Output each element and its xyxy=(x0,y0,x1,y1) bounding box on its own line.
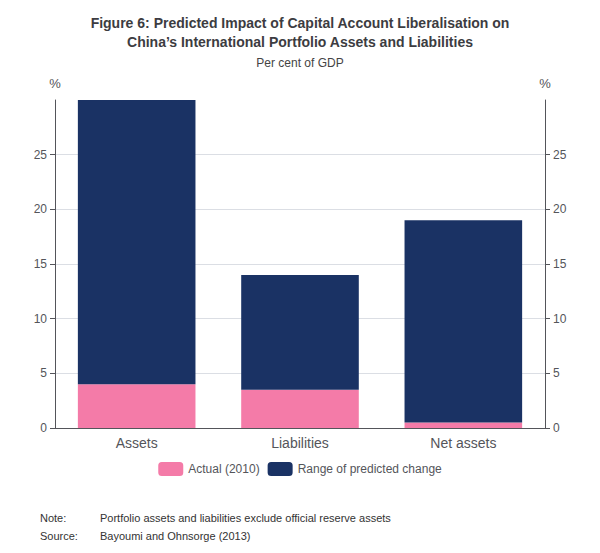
svg-text:China’s International Portfoli: China’s International Portfolio Assets a… xyxy=(127,34,473,50)
svg-text:15: 15 xyxy=(553,257,567,271)
svg-text:Actual (2010): Actual (2010) xyxy=(188,462,259,476)
svg-text:25: 25 xyxy=(553,148,567,162)
svg-text:25: 25 xyxy=(34,148,48,162)
svg-text:Net assets: Net assets xyxy=(430,435,496,451)
svg-text:10: 10 xyxy=(34,312,48,326)
svg-text:Liabilities: Liabilities xyxy=(271,435,329,451)
svg-text:Assets: Assets xyxy=(116,435,158,451)
svg-text:20: 20 xyxy=(34,202,48,216)
svg-text:Range of predicted change: Range of predicted change xyxy=(298,462,442,476)
svg-text:%: % xyxy=(539,76,551,91)
svg-text:%: % xyxy=(49,76,61,91)
svg-text:0: 0 xyxy=(40,421,47,435)
svg-text:Per cent of GDP: Per cent of GDP xyxy=(256,56,343,70)
svg-text:0: 0 xyxy=(553,421,560,435)
svg-text:Note:: Note: xyxy=(40,512,66,524)
svg-text:5: 5 xyxy=(553,366,560,380)
svg-text:Figure 6: Predicted Impact of: Figure 6: Predicted Impact of Capital Ac… xyxy=(91,15,510,31)
svg-text:15: 15 xyxy=(34,257,48,271)
svg-text:5: 5 xyxy=(40,366,47,380)
svg-text:20: 20 xyxy=(553,202,567,216)
svg-text:Source:: Source: xyxy=(40,530,78,542)
svg-text:Portfolio assets and liabiliti: Portfolio assets and liabilities exclude… xyxy=(100,512,391,524)
svg-text:Bayoumi and Ohnsorge (2013): Bayoumi and Ohnsorge (2013) xyxy=(100,530,250,542)
svg-text:10: 10 xyxy=(553,312,567,326)
